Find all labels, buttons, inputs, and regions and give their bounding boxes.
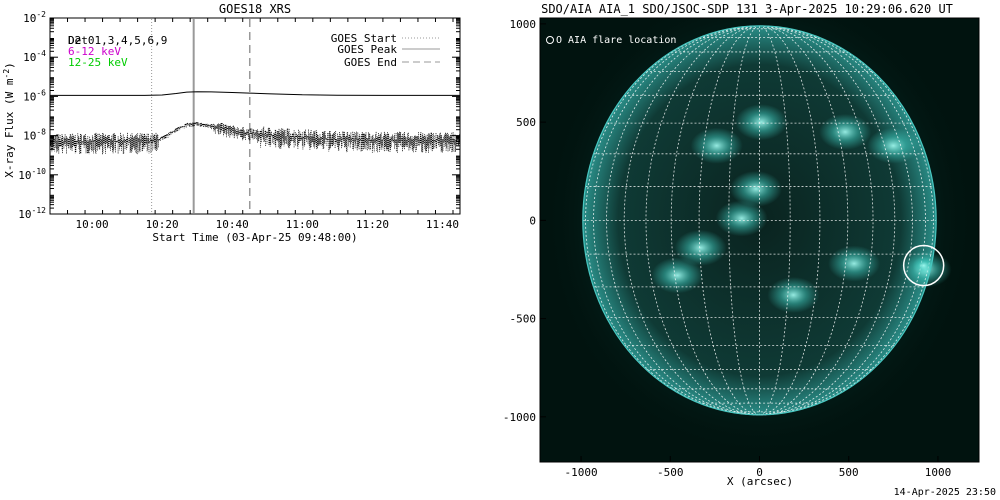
goes-y-axis-label-end: ) [3, 62, 16, 69]
goes-x-axis-label: Start Time (03-Apr-25 09:48:00) [152, 231, 357, 244]
goes-x-ticks: 10:00 10:20 10:40 11:00 11:20 11:40 [49, 18, 459, 231]
goes-y-tick-exponent: -8 [36, 128, 46, 137]
active-region [867, 127, 920, 164]
active-region [651, 257, 704, 294]
goes-y-axis-label-sup: -2 [2, 69, 11, 79]
longitude-line [759, 25, 821, 416]
aia-y-tick-label: 0 [529, 214, 536, 227]
goes-y-axis-label-text: X-ray Flux (W m [3, 78, 16, 178]
legend-goes-end: GOES End [344, 56, 397, 69]
goes-y-tick-label: 10-12 [18, 206, 46, 221]
solar-limb [582, 25, 937, 416]
aia-y-tick-label: -1000 [503, 411, 536, 424]
heliographic-grid [582, 25, 937, 416]
goes-y-tick-base: 10 [23, 12, 36, 25]
longitude-line [624, 25, 760, 416]
goes-y-tick-exponent: -2 [36, 10, 46, 19]
legend-detector-label: Det01,3,4,5,6,9 [68, 34, 167, 47]
legend-6-12-kev: 6-12 keV [68, 45, 121, 58]
legend-goes-peak: GOES Peak [337, 43, 397, 56]
goes-y-tick-label: 10-6 [23, 88, 46, 103]
aia-legend: O AIA flare location [556, 35, 676, 46]
goes-y-tick-label: 10-10 [18, 167, 46, 182]
active-region [828, 245, 881, 282]
goes-y-tick-label: 10-8 [23, 128, 46, 143]
goes-y-tick-exponent: -10 [32, 167, 47, 176]
footer-timestamp: 14-Apr-2025 23:50 [894, 487, 996, 498]
longitude-line [759, 25, 926, 416]
longitude-line [759, 25, 791, 416]
longitude-line [698, 25, 760, 416]
goes-y-axis-label: X-ray Flux (W m-2) [2, 62, 16, 178]
aia-x-axis-label: X (arcsec) [727, 475, 793, 488]
goes-y-tick-base: 10 [23, 130, 36, 143]
longitude-line [593, 25, 760, 416]
goes-x-tick-label: 10:20 [146, 218, 179, 231]
flare-glow [912, 256, 935, 275]
aia-title: SDO/AIA AIA_1 SDO/JSOC-SDP 131 3-Apr-202… [541, 2, 953, 16]
goes-x-tick-label: 10:40 [216, 218, 249, 231]
goes-legend-left: D2 Det01,3,4,5,6,9 6-12 keV 12-25 keV [68, 34, 167, 69]
goes-y-tick-base: 10 [23, 51, 36, 64]
longitude-line [645, 25, 760, 416]
longitude-line [728, 25, 760, 416]
active-region [735, 104, 788, 141]
goes-y-tick-exponent: -4 [36, 49, 46, 58]
aia-image [540, 18, 979, 462]
aia-y-tick-label: 1000 [510, 18, 537, 31]
aia-x-tick-label: 500 [839, 466, 859, 479]
goes-y-tick-base: 10 [23, 90, 36, 103]
legend-circle-icon [546, 36, 554, 44]
longitude-line [759, 25, 913, 416]
legend-goes-start: GOES Start [331, 32, 397, 45]
goes-x-tick-label: 11:00 [286, 218, 319, 231]
goes-legend-right: GOES Start GOES Peak GOES End [331, 32, 440, 69]
longitude-line [606, 25, 760, 416]
aia-x-tick-label: 0 [756, 466, 763, 479]
goes-x-tick-label: 11:20 [356, 218, 389, 231]
active-region [690, 127, 743, 164]
goes-title: GOES18 XRS [219, 2, 291, 16]
legend-12-25-kev: 12-25 keV [68, 56, 128, 69]
goes-event-lines [151, 19, 251, 213]
aia-ticks: -1000 -500 0 500 1000 -1000 -500 0 500 1000 [503, 18, 951, 479]
aia-x-tick-label: -1000 [564, 466, 597, 479]
aia-image-content [544, 18, 975, 458]
aia-panel: SDO/AIA AIA_1 SDO/JSOC-SDP 131 3-Apr-202… [503, 2, 980, 488]
goes-y-tick-label: 10-4 [23, 49, 46, 64]
goes-series [49, 91, 461, 155]
active-region [819, 113, 872, 150]
goes-y-tick-base: 10 [18, 208, 31, 221]
goes-y-tick-exponent: -12 [32, 206, 47, 215]
aia-flare-legend: O AIA flare location [556, 35, 676, 46]
goes-x-tick-label: 10:00 [75, 218, 108, 231]
longitude-line [670, 25, 760, 416]
goes-long-channel-line [50, 91, 460, 96]
aia-y-tick-label: -500 [510, 313, 537, 326]
longitude-line [759, 25, 874, 416]
goes-short-channel-line [49, 122, 461, 155]
goes-x-tick-label: 11:40 [426, 218, 459, 231]
longitude-line [759, 25, 895, 416]
aia-x-tick-label: 1000 [925, 466, 952, 479]
longitude-line [759, 25, 934, 416]
goes-y-tick-exponent: -6 [36, 88, 46, 97]
longitude-line [759, 25, 849, 416]
flare-location-circle [902, 244, 945, 287]
aia-y-tick-label: 500 [516, 116, 536, 129]
active-region [729, 170, 782, 207]
active-region [767, 277, 820, 314]
goes-plot-frame [49, 17, 461, 215]
legend-detector-overlay: D2 [68, 34, 81, 47]
aia-x-tick-label: -500 [657, 466, 684, 479]
active-region [674, 229, 727, 266]
longitude-line [585, 25, 760, 416]
goes-y-tick-base: 10 [18, 169, 31, 182]
goes-y-tick-label: 10-2 [23, 10, 46, 25]
